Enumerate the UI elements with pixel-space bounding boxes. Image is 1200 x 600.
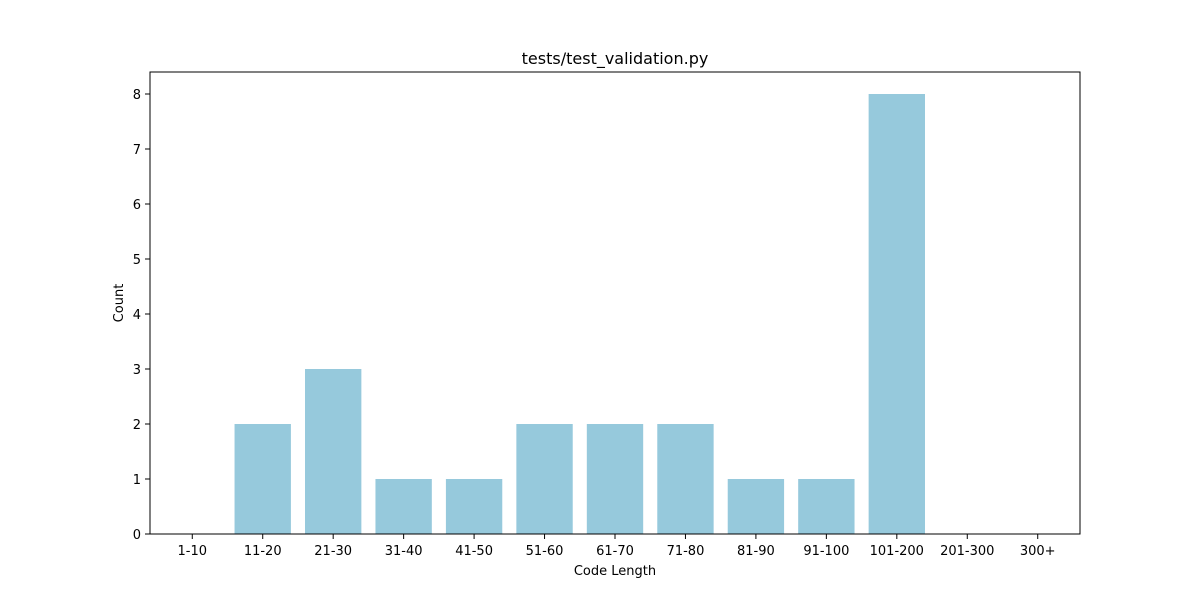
x-axis-title: Code Length (574, 564, 656, 579)
x-tick-label: 71-80 (667, 544, 705, 559)
x-axis-ticks: 1-10 11-20 21-30 31-40 41-50 51-60 61-70 71-80 8… (178, 534, 1056, 559)
bar-31-40 (375, 479, 432, 534)
x-tick-label: 51-60 (526, 544, 564, 559)
bar-81-90 (727, 479, 785, 534)
bar-51-60 (516, 424, 573, 534)
bar-41-50 (445, 479, 503, 534)
y-tick-label: 2 (133, 418, 141, 433)
chart-title: tests/test_validation.py (522, 49, 709, 69)
x-tick-label: 81-90 (737, 544, 775, 559)
y-tick-label: 7 (133, 143, 141, 158)
bar-21-30 (305, 369, 362, 534)
x-tick-label: 61-70 (596, 544, 634, 559)
bars-group (234, 94, 925, 534)
y-tick-label: 6 (133, 198, 141, 213)
x-tick-label: 11-20 (244, 544, 282, 559)
x-tick-label: 101-200 (870, 544, 924, 559)
x-tick-label: 201-300 (940, 544, 994, 559)
bar-91-100 (798, 479, 855, 534)
y-tick-label: 0 (133, 528, 141, 543)
x-tick-label: 91-100 (803, 544, 849, 559)
bar-11-20 (234, 424, 291, 534)
y-tick-label: 8 (133, 88, 141, 103)
x-tick-label: 1-10 (178, 544, 208, 559)
y-axis-title: Count (112, 284, 127, 323)
y-axis-ticks: 0 1 2 3 4 5 6 7 8 (133, 88, 150, 543)
bar-61-70 (586, 424, 644, 534)
x-tick-label: 41-50 (455, 544, 493, 559)
x-tick-label: 300+ (1020, 544, 1056, 559)
x-tick-label: 21-30 (314, 544, 352, 559)
x-tick-label: 31-40 (385, 544, 423, 559)
y-tick-label: 3 (133, 363, 141, 378)
y-tick-label: 4 (133, 308, 141, 323)
bar-71-80 (657, 424, 714, 534)
bar-101-200 (868, 94, 925, 534)
y-tick-label: 5 (133, 253, 141, 268)
y-tick-label: 1 (133, 473, 141, 488)
